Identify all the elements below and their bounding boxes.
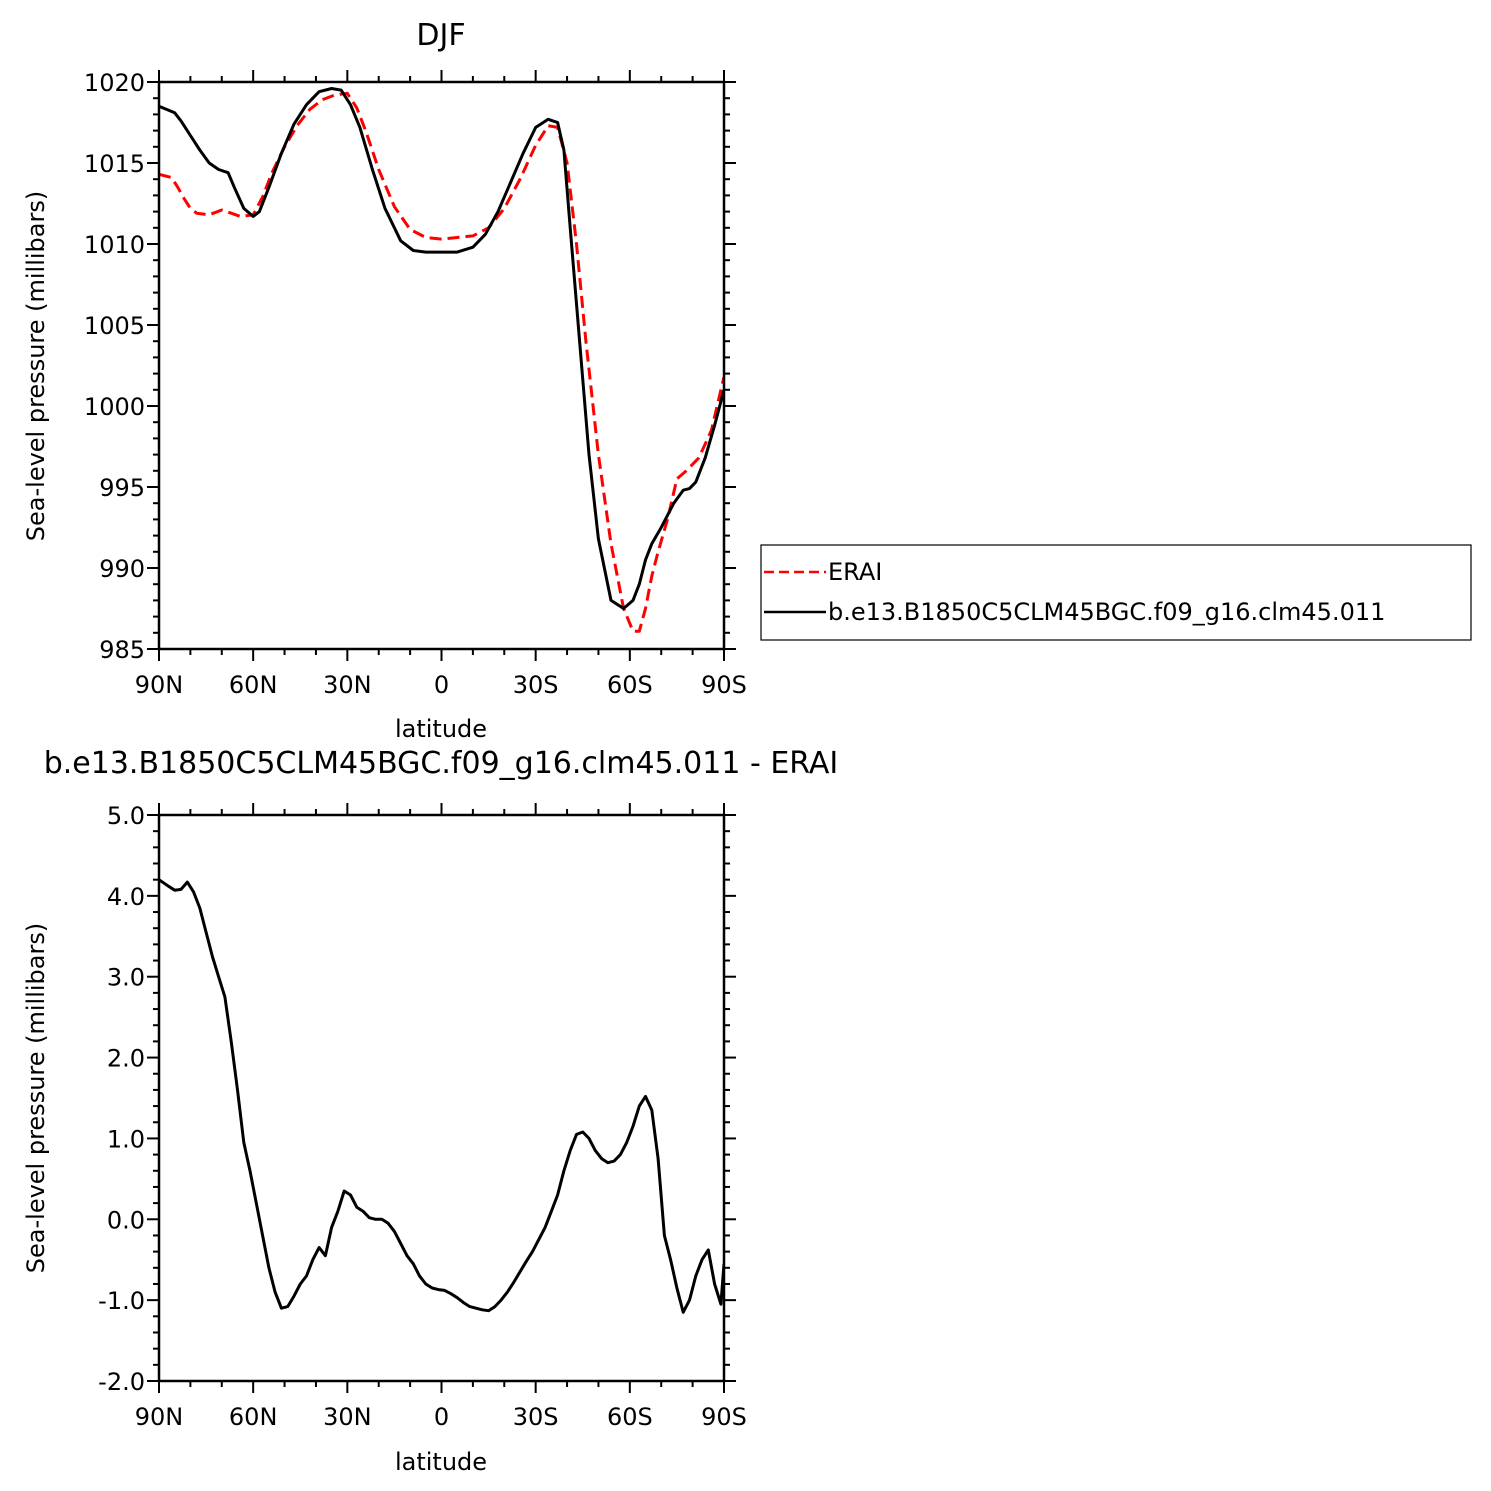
x-tick-label: 90S bbox=[701, 1403, 747, 1431]
legend-box bbox=[760, 544, 1472, 641]
y-tick-label: 0.0 bbox=[107, 1206, 145, 1234]
bottom-x-axis-label: latitude bbox=[395, 1448, 487, 1476]
x-tick-label: 90S bbox=[701, 671, 747, 699]
legend-label-erai: ERAI bbox=[828, 558, 882, 586]
y-tick-label: 2.0 bbox=[107, 1045, 145, 1073]
x-tick-label: 60S bbox=[607, 671, 653, 699]
x-tick-label: 60S bbox=[607, 1403, 653, 1431]
x-tick-label: 90N bbox=[135, 671, 184, 699]
y-tick-label: -1.0 bbox=[98, 1287, 145, 1315]
y-tick-label: 1005 bbox=[84, 312, 145, 340]
x-tick-label: 30S bbox=[513, 671, 559, 699]
x-tick-label: 60N bbox=[229, 1403, 278, 1431]
y-tick-label: 4.0 bbox=[107, 883, 145, 911]
legend-label-model: b.e13.B1850C5CLM45BGC.f09_g16.clm45.011 bbox=[828, 598, 1385, 626]
top-y-axis-label: Sea-level pressure (millibars) bbox=[22, 191, 50, 541]
y-tick-label: -2.0 bbox=[98, 1368, 145, 1396]
y-tick-label: 3.0 bbox=[107, 964, 145, 992]
x-tick-label: 0 bbox=[434, 1403, 449, 1431]
bottom-plot-frame bbox=[157, 813, 726, 1383]
x-tick-label: 0 bbox=[434, 671, 449, 699]
x-tick-label: 30N bbox=[323, 671, 372, 699]
y-tick-label: 995 bbox=[99, 474, 145, 502]
top-x-axis-label: latitude bbox=[395, 715, 487, 743]
bottom-y-axis-label: Sea-level pressure (millibars) bbox=[22, 923, 50, 1273]
top-plot-frame bbox=[157, 80, 726, 651]
bottom-chart-title: b.e13.B1850C5CLM45BGC.f09_g16.clm45.011 … bbox=[44, 746, 839, 781]
x-tick-label: 30N bbox=[323, 1403, 372, 1431]
bottom-series-line-1 bbox=[159, 878, 724, 1314]
bottom-panel: b.e13.B1850C5CLM45BGC.f09_g16.clm45.011 … bbox=[22, 746, 838, 1476]
y-tick-label: 985 bbox=[99, 636, 145, 664]
y-tick-label: 1010 bbox=[84, 231, 145, 259]
top-series-line-2 bbox=[159, 87, 724, 610]
y-tick-label: 1015 bbox=[84, 150, 145, 178]
y-tick-label: 990 bbox=[99, 555, 145, 583]
top-series-line-1 bbox=[159, 91, 724, 633]
y-tick-label: 1000 bbox=[84, 393, 145, 421]
top-panel: DJF 90N 60N 30N 0 30S 60S 90S 985 990 995 1000 1005… bbox=[22, 18, 747, 743]
legend: ERAI b.e13.B1850C5CLM45BGC.f09_g16.clm45… bbox=[760, 544, 1472, 641]
x-tick-label: 90N bbox=[135, 1403, 184, 1431]
y-tick-label: 5.0 bbox=[107, 802, 145, 830]
top-chart-title: DJF bbox=[416, 18, 465, 53]
x-tick-label: 30S bbox=[513, 1403, 559, 1431]
y-tick-label: 1.0 bbox=[107, 1125, 145, 1153]
x-tick-label: 60N bbox=[229, 671, 278, 699]
y-tick-label: 1020 bbox=[84, 69, 145, 97]
